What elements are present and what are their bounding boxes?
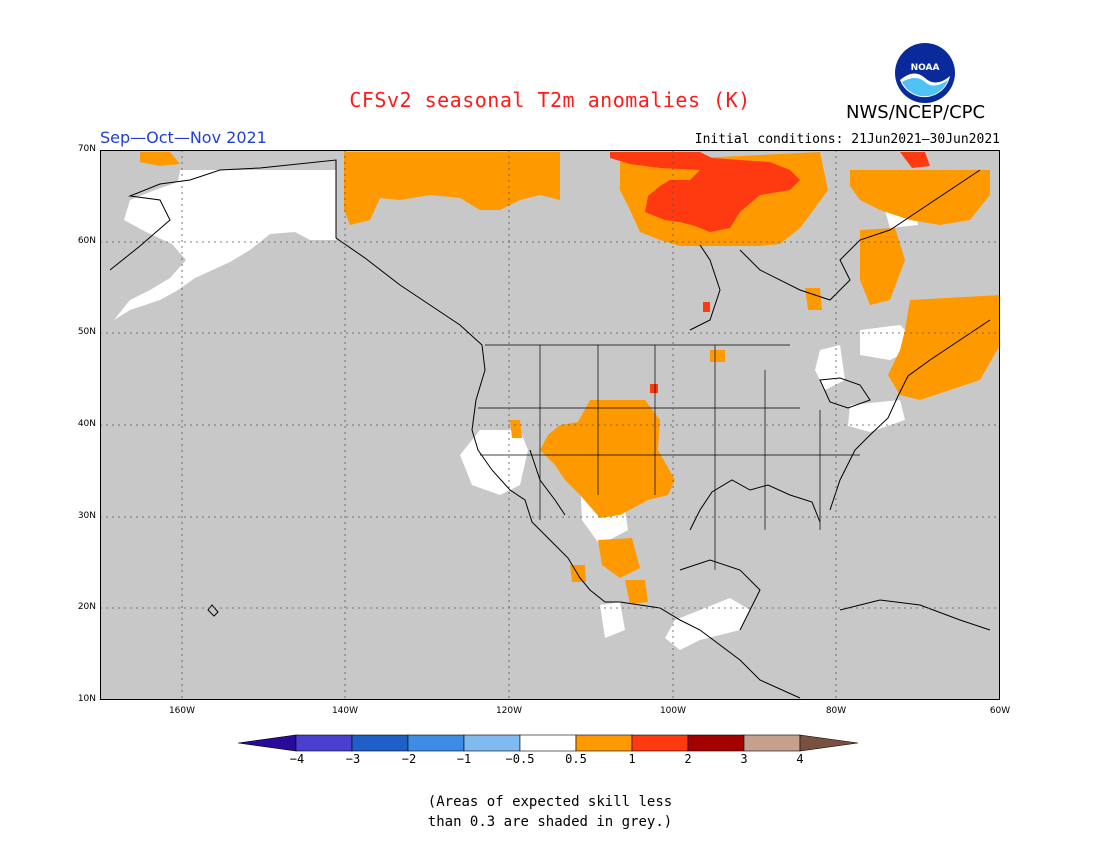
lon-label-80w: 80W [816,706,856,716]
anomaly-map [100,150,1000,700]
colorbar-cell-5 [520,735,576,751]
skill-note-line1: (Areas of expected skill less [0,792,1100,812]
colorbar-label-0p5: 0.5 [556,752,596,766]
colorbar-label-neg3: −3 [333,752,373,766]
lon-label-100w: 100W [653,706,693,716]
colorbar-label-neg1: −1 [444,752,484,766]
noaa-logo-icon: NOAA [894,42,956,104]
lat-label-10n: 10N [62,694,96,704]
skill-note-line2: than 0.3 are shaded in grey.) [0,812,1100,832]
colorbar-label-4: 4 [780,752,820,766]
lat-label-50n: 50N [62,327,96,337]
lon-label-120w: 120W [489,706,529,716]
lat-label-60n: 60N [62,236,96,246]
colorbar-cell-6 [576,735,632,751]
lon-label-60w: 60W [980,706,1020,716]
logo-text: NOAA [911,63,940,73]
colorbar-label-neg2: −2 [389,752,429,766]
colorbar-cell-3 [408,735,464,751]
colorbar-label-3: 3 [724,752,764,766]
colorbar-cell-2 [352,735,408,751]
colorbar-cell-0 [238,735,296,751]
colorbar-cell-4 [464,735,520,751]
lat-label-40n: 40N [62,419,96,429]
lat-label-30n: 30N [62,511,96,521]
colorbar-cell-9 [744,735,800,751]
colorbar-cell-1 [296,735,352,751]
colorbar-label-neg0p5: −0.5 [500,752,540,766]
initial-conditions-label: Initial conditions: 21Jun2021—30Jun2021 [695,132,1000,147]
agency-label: NWS/NCEP/CPC [846,102,985,123]
colorbar-cell-10 [800,735,858,751]
colorbar-label-1: 1 [612,752,652,766]
skill-note: (Areas of expected skill less than 0.3 a… [0,792,1100,832]
colorbar-label-neg4: −4 [277,752,317,766]
season-label: Sep—Oct—Nov 2021 [100,128,267,147]
lat-label-70n: 70N [62,144,96,154]
colorbar-cell-8 [688,735,744,751]
lon-label-140w: 140W [325,706,365,716]
colorbar-label-2: 2 [668,752,708,766]
colorbar [238,733,864,753]
lat-label-20n: 20N [62,602,96,612]
colorbar-cell-7 [632,735,688,751]
lon-label-160w: 160W [162,706,202,716]
